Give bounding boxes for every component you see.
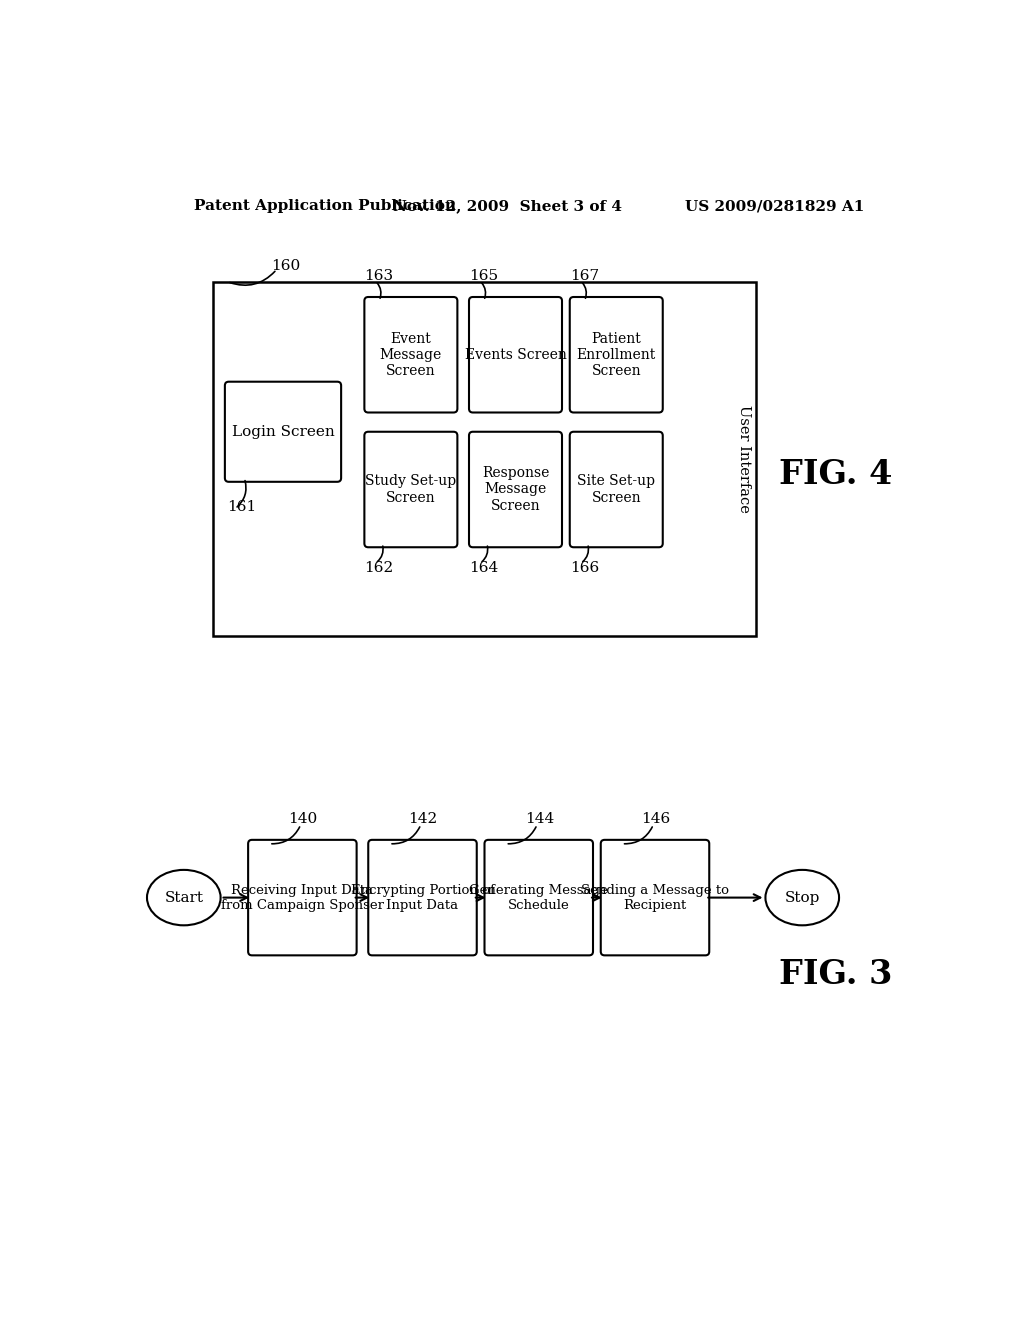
Text: Receiving Input Data
from Campaign Sponser: Receiving Input Data from Campaign Spons…	[221, 883, 384, 912]
Text: 162: 162	[365, 561, 393, 576]
Text: 161: 161	[227, 500, 256, 515]
FancyBboxPatch shape	[365, 297, 458, 412]
Text: 164: 164	[469, 561, 499, 576]
Ellipse shape	[765, 870, 839, 925]
Text: FIG. 4: FIG. 4	[779, 458, 892, 491]
Text: 146: 146	[641, 812, 671, 826]
FancyBboxPatch shape	[225, 381, 341, 482]
FancyBboxPatch shape	[365, 432, 458, 548]
Text: Nov. 12, 2009  Sheet 3 of 4: Nov. 12, 2009 Sheet 3 of 4	[393, 199, 623, 213]
Text: Site Set-up
Screen: Site Set-up Screen	[578, 474, 655, 504]
FancyBboxPatch shape	[484, 840, 593, 956]
FancyBboxPatch shape	[601, 840, 710, 956]
FancyBboxPatch shape	[469, 297, 562, 412]
Text: User Interface: User Interface	[737, 405, 752, 512]
FancyBboxPatch shape	[469, 432, 562, 548]
Text: Generating Message
Schedule: Generating Message Schedule	[469, 883, 608, 912]
Text: Login Screen: Login Screen	[231, 425, 335, 438]
FancyBboxPatch shape	[369, 840, 477, 956]
FancyBboxPatch shape	[569, 432, 663, 548]
Text: 140: 140	[289, 812, 317, 826]
Text: 167: 167	[569, 269, 599, 284]
Text: Events Screen: Events Screen	[465, 347, 566, 362]
Text: Encrypting Portion of
Input Data: Encrypting Portion of Input Data	[350, 883, 495, 912]
FancyBboxPatch shape	[248, 840, 356, 956]
Text: Patient
Enrollment
Screen: Patient Enrollment Screen	[577, 331, 656, 378]
Text: 165: 165	[469, 269, 498, 284]
Text: 160: 160	[271, 259, 301, 273]
Text: Response
Message
Screen: Response Message Screen	[482, 466, 549, 512]
Text: 163: 163	[365, 269, 393, 284]
Text: 142: 142	[409, 812, 438, 826]
Text: 144: 144	[524, 812, 554, 826]
Text: Event
Message
Screen: Event Message Screen	[380, 331, 442, 378]
Text: Patent Application Publication: Patent Application Publication	[194, 199, 456, 213]
Text: FIG. 3: FIG. 3	[779, 958, 892, 991]
Text: Sending a Message to
Recipient: Sending a Message to Recipient	[581, 883, 729, 912]
Text: Study Set-up
Screen: Study Set-up Screen	[366, 474, 457, 504]
Text: Stop: Stop	[784, 891, 820, 904]
Ellipse shape	[147, 870, 220, 925]
FancyBboxPatch shape	[213, 281, 756, 636]
Text: 166: 166	[569, 561, 599, 576]
Text: Start: Start	[164, 891, 204, 904]
Text: US 2009/0281829 A1: US 2009/0281829 A1	[685, 199, 864, 213]
FancyBboxPatch shape	[569, 297, 663, 412]
